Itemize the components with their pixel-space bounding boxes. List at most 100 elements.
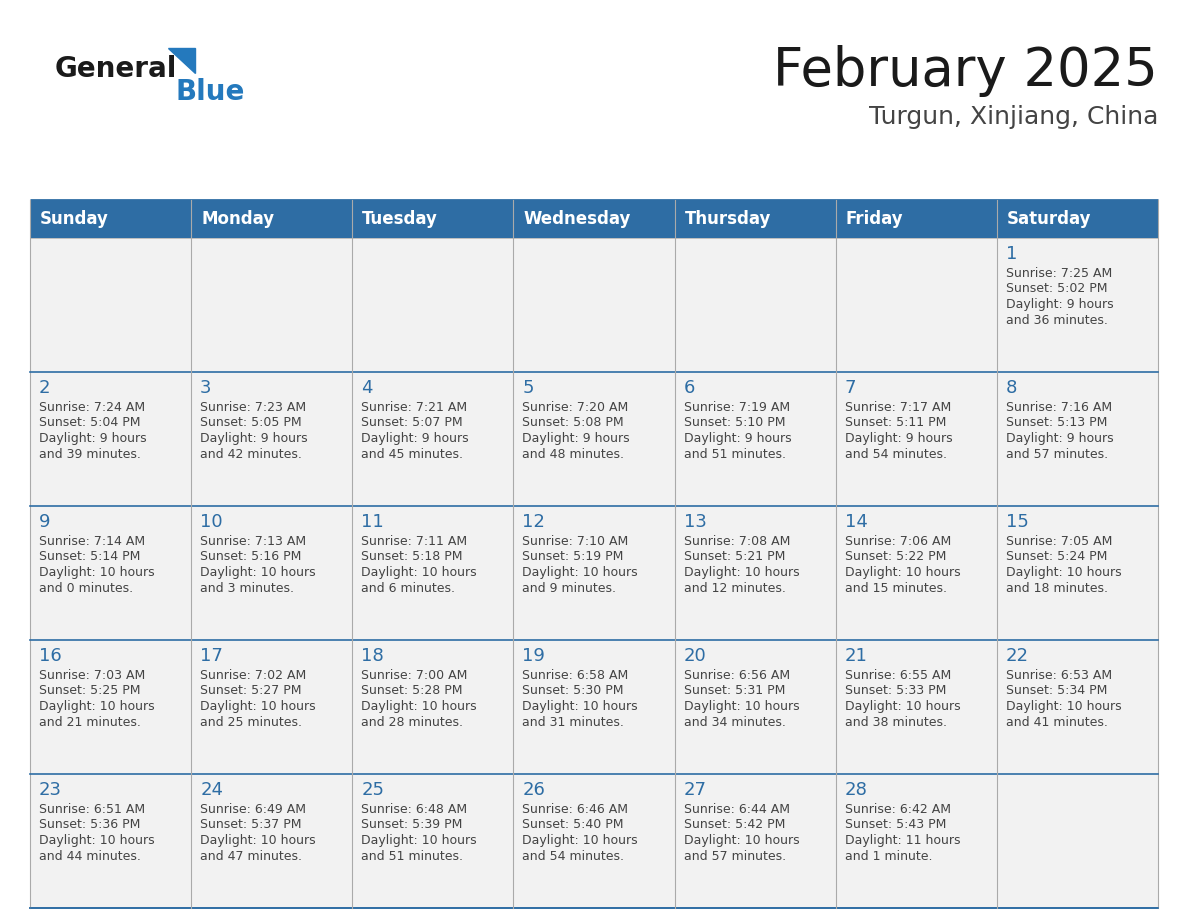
Text: and 25 minutes.: and 25 minutes.: [200, 715, 302, 729]
Text: and 6 minutes.: and 6 minutes.: [361, 581, 455, 595]
Text: Sunset: 5:21 PM: Sunset: 5:21 PM: [683, 551, 785, 564]
Text: Sunrise: 6:49 AM: Sunrise: 6:49 AM: [200, 803, 307, 816]
Text: Thursday: Thursday: [684, 210, 771, 228]
Bar: [997, 506, 1158, 640]
Bar: [191, 774, 353, 908]
Bar: [353, 506, 513, 640]
Text: and 57 minutes.: and 57 minutes.: [683, 849, 785, 863]
Text: Sunset: 5:11 PM: Sunset: 5:11 PM: [845, 417, 946, 430]
Bar: [513, 372, 675, 506]
Text: Sunrise: 6:56 AM: Sunrise: 6:56 AM: [683, 669, 790, 682]
Bar: [513, 640, 675, 774]
Text: Monday: Monday: [201, 210, 274, 228]
Text: and 48 minutes.: and 48 minutes.: [523, 447, 625, 461]
Text: and 57 minutes.: and 57 minutes.: [1006, 447, 1108, 461]
Text: 27: 27: [683, 781, 707, 799]
Bar: [675, 238, 835, 372]
Text: Sunset: 5:24 PM: Sunset: 5:24 PM: [1006, 551, 1107, 564]
Text: 2: 2: [39, 379, 51, 397]
Bar: [30, 200, 1158, 238]
Text: Daylight: 10 hours: Daylight: 10 hours: [523, 700, 638, 713]
Bar: [191, 640, 353, 774]
Text: Sunrise: 7:00 AM: Sunrise: 7:00 AM: [361, 669, 468, 682]
Text: Daylight: 10 hours: Daylight: 10 hours: [361, 566, 476, 579]
Text: 8: 8: [1006, 379, 1017, 397]
Text: 20: 20: [683, 647, 707, 665]
Bar: [997, 774, 1158, 908]
Text: Sunset: 5:22 PM: Sunset: 5:22 PM: [845, 551, 946, 564]
Text: and 39 minutes.: and 39 minutes.: [39, 447, 141, 461]
Text: and 51 minutes.: and 51 minutes.: [361, 849, 463, 863]
Text: Daylight: 9 hours: Daylight: 9 hours: [1006, 298, 1113, 311]
Text: Sunrise: 7:14 AM: Sunrise: 7:14 AM: [39, 535, 145, 548]
Bar: [675, 506, 835, 640]
Text: 11: 11: [361, 513, 384, 531]
Text: Daylight: 10 hours: Daylight: 10 hours: [683, 566, 800, 579]
Text: 12: 12: [523, 513, 545, 531]
Text: Sunset: 5:10 PM: Sunset: 5:10 PM: [683, 417, 785, 430]
Text: Sunrise: 7:06 AM: Sunrise: 7:06 AM: [845, 535, 950, 548]
Bar: [191, 506, 353, 640]
Text: and 54 minutes.: and 54 minutes.: [523, 849, 625, 863]
Text: Sunrise: 7:16 AM: Sunrise: 7:16 AM: [1006, 401, 1112, 414]
Text: 16: 16: [39, 647, 62, 665]
Text: Daylight: 10 hours: Daylight: 10 hours: [523, 834, 638, 847]
Text: Sunrise: 7:25 AM: Sunrise: 7:25 AM: [1006, 267, 1112, 280]
Text: Daylight: 10 hours: Daylight: 10 hours: [200, 834, 316, 847]
Text: 21: 21: [845, 647, 867, 665]
Text: and 12 minutes.: and 12 minutes.: [683, 581, 785, 595]
Bar: [513, 774, 675, 908]
Bar: [353, 640, 513, 774]
Text: and 34 minutes.: and 34 minutes.: [683, 715, 785, 729]
Text: Daylight: 9 hours: Daylight: 9 hours: [361, 432, 469, 445]
Text: and 54 minutes.: and 54 minutes.: [845, 447, 947, 461]
Text: 1: 1: [1006, 245, 1017, 263]
Bar: [30, 506, 191, 640]
Text: and 0 minutes.: and 0 minutes.: [39, 581, 133, 595]
Bar: [30, 372, 191, 506]
Text: Sunrise: 6:46 AM: Sunrise: 6:46 AM: [523, 803, 628, 816]
Text: Daylight: 10 hours: Daylight: 10 hours: [683, 700, 800, 713]
Text: 3: 3: [200, 379, 211, 397]
Text: 23: 23: [39, 781, 62, 799]
Text: 25: 25: [361, 781, 384, 799]
Text: 22: 22: [1006, 647, 1029, 665]
Text: and 38 minutes.: and 38 minutes.: [845, 715, 947, 729]
Text: 6: 6: [683, 379, 695, 397]
Bar: [30, 774, 191, 908]
Polygon shape: [168, 48, 195, 73]
Text: Wednesday: Wednesday: [524, 210, 631, 228]
Text: and 41 minutes.: and 41 minutes.: [1006, 715, 1107, 729]
Text: Daylight: 10 hours: Daylight: 10 hours: [845, 566, 960, 579]
Text: Sunset: 5:30 PM: Sunset: 5:30 PM: [523, 685, 624, 698]
Text: Daylight: 9 hours: Daylight: 9 hours: [845, 432, 953, 445]
Text: Sunset: 5:39 PM: Sunset: 5:39 PM: [361, 819, 462, 832]
Bar: [353, 372, 513, 506]
Text: Sunset: 5:28 PM: Sunset: 5:28 PM: [361, 685, 463, 698]
Text: Sunrise: 7:19 AM: Sunrise: 7:19 AM: [683, 401, 790, 414]
Text: Sunrise: 6:44 AM: Sunrise: 6:44 AM: [683, 803, 790, 816]
Text: Friday: Friday: [846, 210, 903, 228]
Text: 13: 13: [683, 513, 707, 531]
Text: Sunrise: 7:20 AM: Sunrise: 7:20 AM: [523, 401, 628, 414]
Bar: [675, 640, 835, 774]
Text: Daylight: 11 hours: Daylight: 11 hours: [845, 834, 960, 847]
Text: Sunset: 5:25 PM: Sunset: 5:25 PM: [39, 685, 140, 698]
Text: 7: 7: [845, 379, 857, 397]
Text: Sunset: 5:43 PM: Sunset: 5:43 PM: [845, 819, 946, 832]
Text: and 47 minutes.: and 47 minutes.: [200, 849, 302, 863]
Text: Sunrise: 7:08 AM: Sunrise: 7:08 AM: [683, 535, 790, 548]
Text: Sunrise: 7:03 AM: Sunrise: 7:03 AM: [39, 669, 145, 682]
Text: 10: 10: [200, 513, 223, 531]
Text: Daylight: 10 hours: Daylight: 10 hours: [523, 566, 638, 579]
Bar: [675, 774, 835, 908]
Text: Sunset: 5:13 PM: Sunset: 5:13 PM: [1006, 417, 1107, 430]
Text: Daylight: 10 hours: Daylight: 10 hours: [39, 834, 154, 847]
Text: Saturday: Saturday: [1007, 210, 1092, 228]
Text: and 15 minutes.: and 15 minutes.: [845, 581, 947, 595]
Text: Sunset: 5:02 PM: Sunset: 5:02 PM: [1006, 283, 1107, 296]
Text: Sunrise: 7:23 AM: Sunrise: 7:23 AM: [200, 401, 307, 414]
Text: 26: 26: [523, 781, 545, 799]
Text: Sunrise: 6:48 AM: Sunrise: 6:48 AM: [361, 803, 467, 816]
Text: Sunset: 5:18 PM: Sunset: 5:18 PM: [361, 551, 463, 564]
